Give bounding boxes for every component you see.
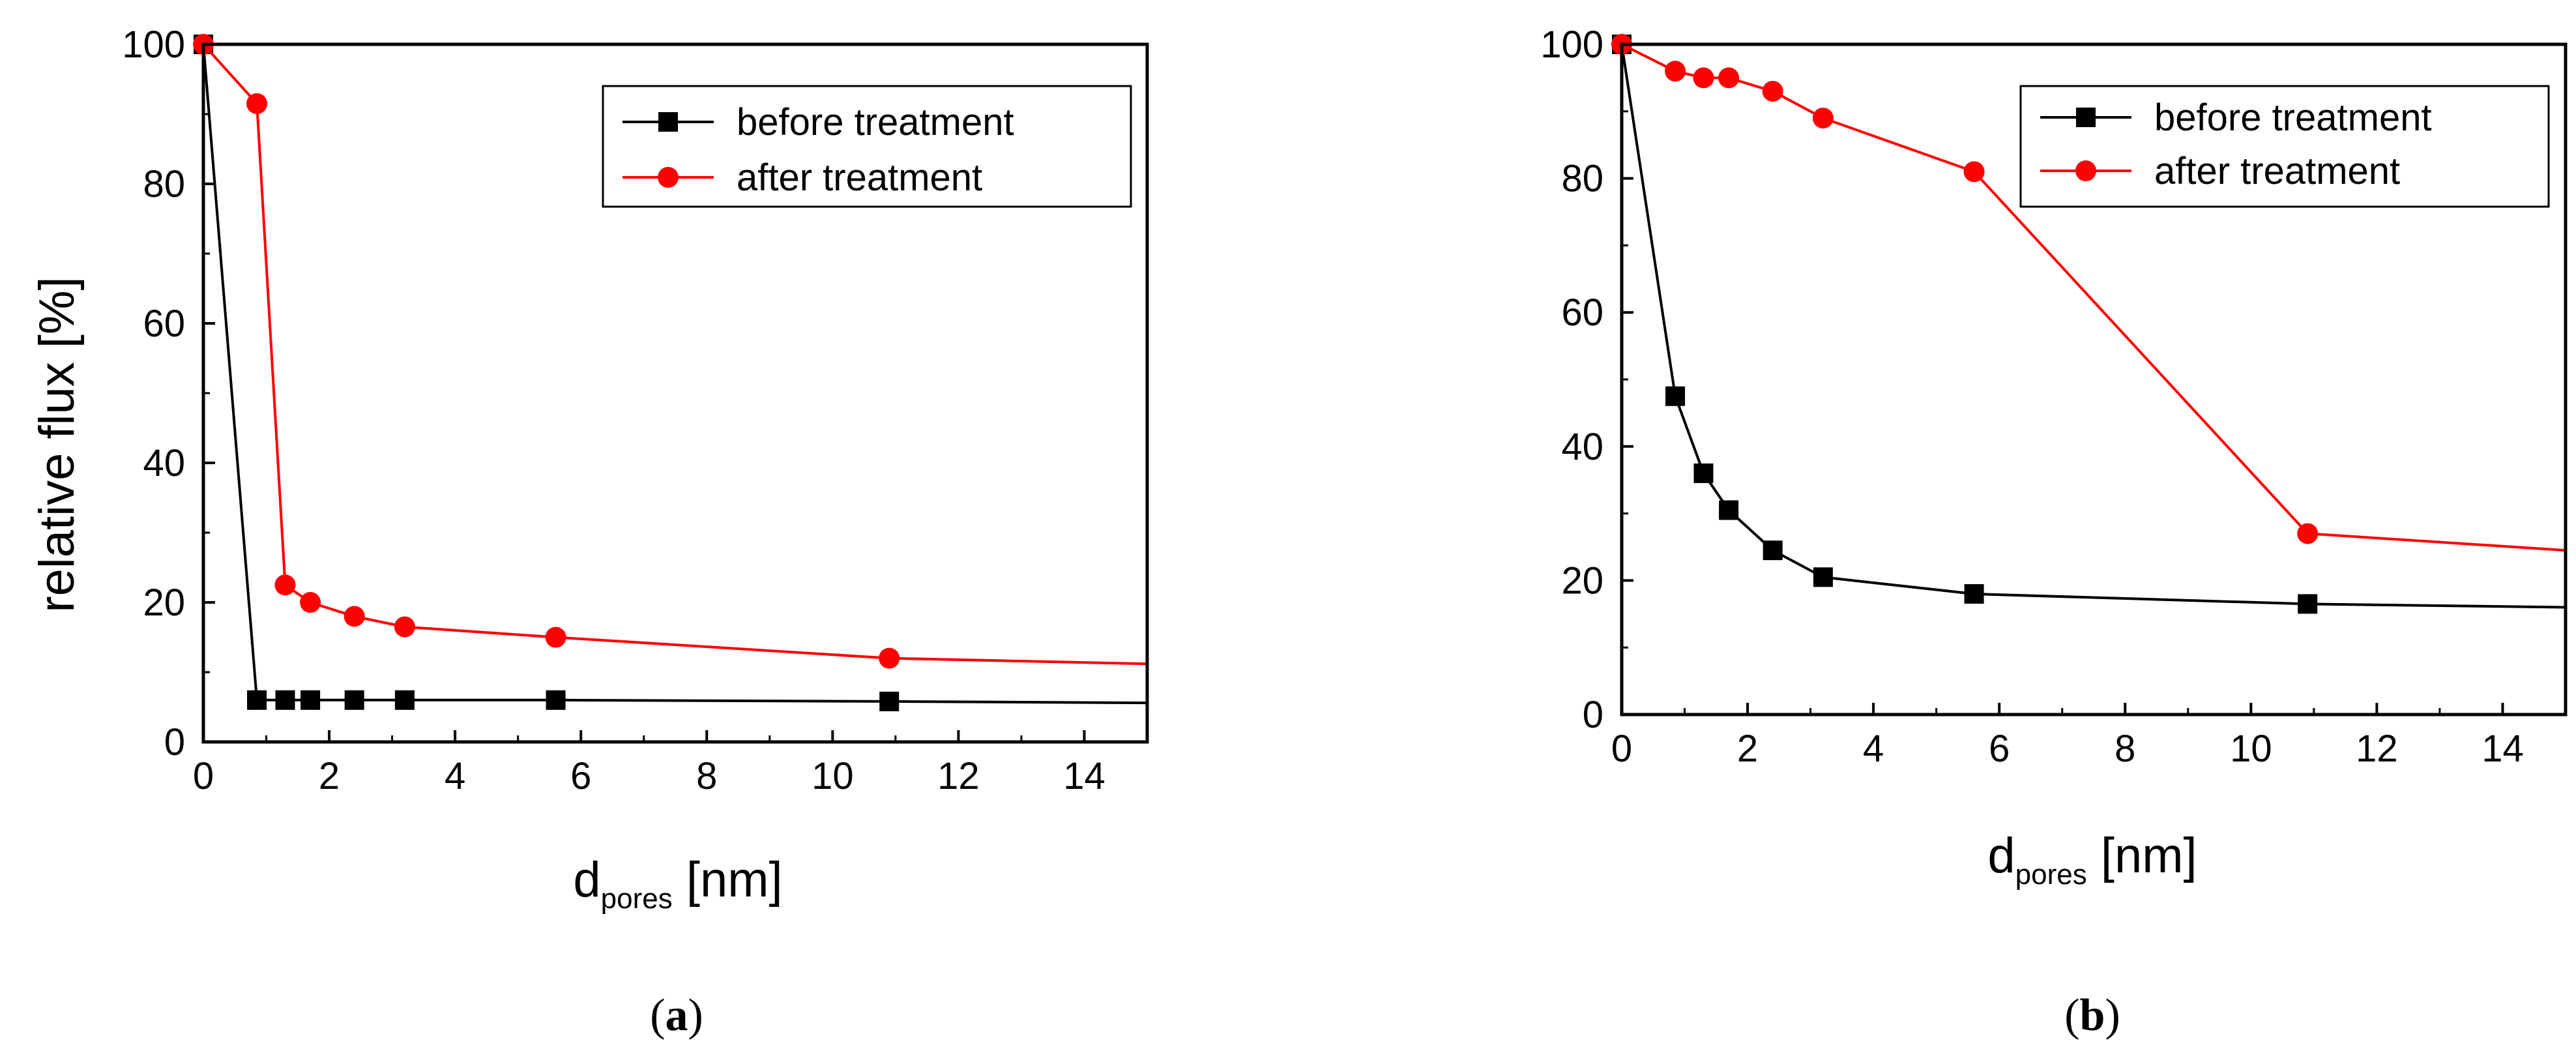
y-tick-label: 40 (1561, 426, 1603, 468)
data-point-after-treatment (1812, 108, 1834, 129)
x-axis-title-main: d (573, 852, 600, 908)
x-tick-label: 8 (2115, 728, 2135, 770)
legend-marker-before (2076, 108, 2096, 127)
legend-box (602, 85, 1132, 208)
y-ticks: 0 20 40 60 80 100 (122, 23, 215, 763)
y-tick-label: 60 (143, 303, 185, 345)
data-point-after-treatment (274, 574, 296, 596)
y-tick-label: 80 (1561, 158, 1603, 200)
x-tick-label: 6 (570, 755, 591, 797)
data-point-before-treatment (247, 690, 267, 710)
y-ticks: 0 20 40 60 80 100 (1540, 23, 1633, 736)
y-tick-label: 80 (143, 163, 185, 205)
data-point-before-treatment (300, 690, 321, 710)
series-layer (193, 34, 1148, 711)
data-point-after-treatment (545, 627, 566, 648)
data-point-before-treatment (2298, 594, 2318, 614)
x-tick-label: 6 (1989, 728, 2010, 770)
x-tick-label: 0 (193, 755, 214, 797)
x-tick-label: 4 (1863, 728, 1884, 770)
x-tick-label: 8 (696, 755, 717, 797)
x-tick-label: 12 (2356, 728, 2398, 770)
data-point-before-treatment (1964, 584, 1984, 604)
x-tick-label: 14 (1063, 755, 1105, 797)
legend: before treatment after treatment (2019, 85, 2550, 208)
plot-frame (1620, 42, 2568, 717)
x-tick-label: 2 (1737, 728, 1758, 770)
legend-label-after: after treatment (737, 156, 982, 199)
y-tick-label: 100 (122, 23, 185, 66)
panel-label-open: ( (650, 990, 665, 1041)
data-point-after-treatment (1665, 61, 1686, 82)
data-point-before-treatment (1693, 463, 1714, 483)
y-tick-label: 0 (164, 721, 185, 763)
panel-label-letter: a (666, 990, 688, 1041)
y-tick-label: 40 (143, 442, 185, 484)
x-axis-title-main: d (1987, 828, 2015, 883)
x-tick-label: 4 (445, 755, 465, 797)
legend-marker-after (2075, 160, 2096, 181)
x-tick-label: 2 (319, 755, 340, 797)
data-point-before-treatment (1813, 567, 1833, 587)
x-ticks: 0 2 4 6 8 10 12 14 (1611, 703, 2524, 770)
data-point-before-treatment (1719, 500, 1739, 520)
y-tick-label: 20 (1561, 559, 1603, 602)
data-point-before-treatment (394, 690, 415, 710)
series-layer (1611, 34, 2566, 614)
y-tick-label: 60 (1561, 291, 1603, 334)
x-tick-label: 0 (1611, 728, 1632, 770)
panel-label-letter: b (2080, 990, 2105, 1041)
chart-panel-a: relative flux [%] 0 20 40 60 80 100 0 2 4 6 8 10 12… (29, 23, 1149, 1041)
legend-label-after: after treatment (2154, 150, 2400, 192)
data-point-after-treatment (1693, 67, 1714, 89)
plot-frame (201, 42, 1149, 744)
x-ticks: 0 2 4 6 8 10 12 14 (193, 730, 1105, 797)
legend-marker-before (658, 112, 678, 132)
data-point-after-treatment (1718, 67, 1740, 89)
x-tick-label: 10 (2230, 728, 2272, 770)
legend-label-before: before treatment (2154, 96, 2432, 139)
y-tick-label: 0 (1583, 694, 1603, 736)
x-tick-label: 10 (812, 755, 854, 797)
data-point-before-treatment (546, 690, 566, 710)
data-point-after-treatment (2297, 523, 2319, 544)
data-point-before-treatment (879, 691, 900, 711)
legend-marker-after (658, 167, 679, 188)
data-point-before-treatment (1763, 540, 1783, 561)
x-axis-title-sub: pores (601, 883, 673, 915)
legend-label-before: before treatment (737, 101, 1014, 143)
x-tick-label: 14 (2481, 728, 2524, 770)
x-axis-title: dpores [nm] (573, 852, 782, 915)
data-point-after-treatment (246, 93, 268, 114)
legend-box (2019, 85, 2550, 208)
x-tick-label: 12 (937, 755, 980, 797)
data-point-after-treatment (1762, 80, 1783, 102)
panel-label-close: ) (2105, 990, 2120, 1041)
data-point-before-treatment (275, 690, 295, 710)
x-axis-title-unit: [nm] (673, 852, 783, 908)
panel-label-open: ( (2064, 990, 2079, 1041)
panel-label: (a) (650, 990, 703, 1041)
data-point-after-treatment (1963, 161, 1985, 183)
y-tick-label: 20 (143, 582, 185, 624)
x-axis-title-sub: pores (2015, 859, 2087, 891)
data-point-after-treatment (344, 606, 365, 627)
legend: before treatment after treatment (602, 85, 1132, 208)
panel-label: (b) (2064, 990, 2120, 1041)
data-point-before-treatment (344, 690, 364, 710)
x-axis-title-unit: [nm] (2087, 828, 2197, 883)
y-tick-label: 100 (1540, 23, 1603, 66)
chart-panel-b: 0 20 40 60 80 100 0 2 4 6 8 10 12 14 before treatmen… (1540, 23, 2568, 1041)
data-point-before-treatment (1665, 386, 1686, 406)
x-axis-title: dpores [nm] (1987, 828, 2197, 891)
panel-label-close: ) (688, 990, 703, 1041)
data-point-after-treatment (879, 647, 900, 669)
data-point-after-treatment (394, 616, 415, 638)
y-axis-title: relative flux [%] (29, 276, 85, 612)
data-point-after-treatment (300, 592, 321, 613)
